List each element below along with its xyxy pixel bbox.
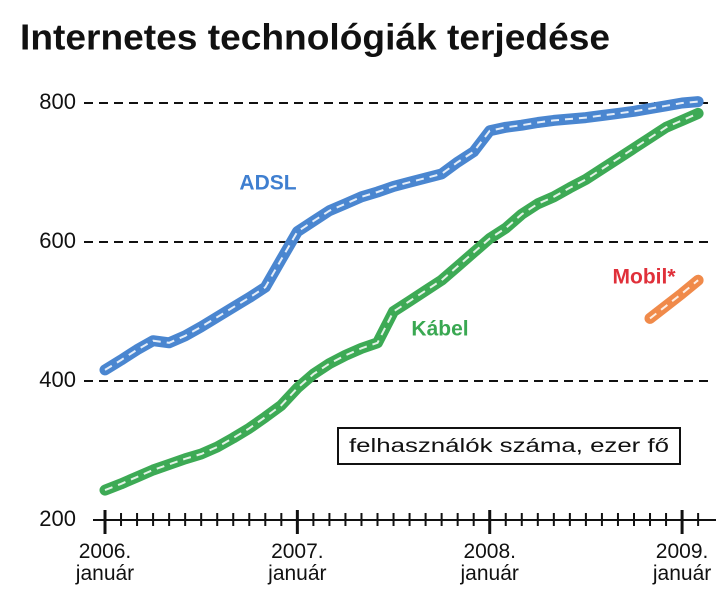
y-tick-label: 200	[39, 506, 76, 531]
y-tick-label: 400	[39, 367, 76, 392]
chart-title: Internetes technológiák terjedése	[20, 17, 610, 58]
series-label: ADSL	[239, 172, 296, 195]
x-tick-label: 2008. január	[460, 540, 519, 585]
series-line-highlight	[649, 279, 699, 320]
x-tick-label: 2006. január	[75, 540, 134, 585]
series-label: Kábel	[411, 318, 468, 341]
annotation: felhasználók száma, ezer fő	[349, 436, 669, 457]
y-tick-label: 600	[39, 228, 76, 253]
annotation-box	[337, 427, 681, 465]
y-tick-label: 800	[39, 89, 76, 114]
series-line-highlight	[104, 112, 699, 492]
x-tick-label: 2009. január	[652, 540, 711, 585]
x-tick-label: 2007. január	[267, 540, 326, 585]
series-line-highlight	[104, 100, 699, 371]
series-label: Mobil*	[613, 266, 677, 289]
